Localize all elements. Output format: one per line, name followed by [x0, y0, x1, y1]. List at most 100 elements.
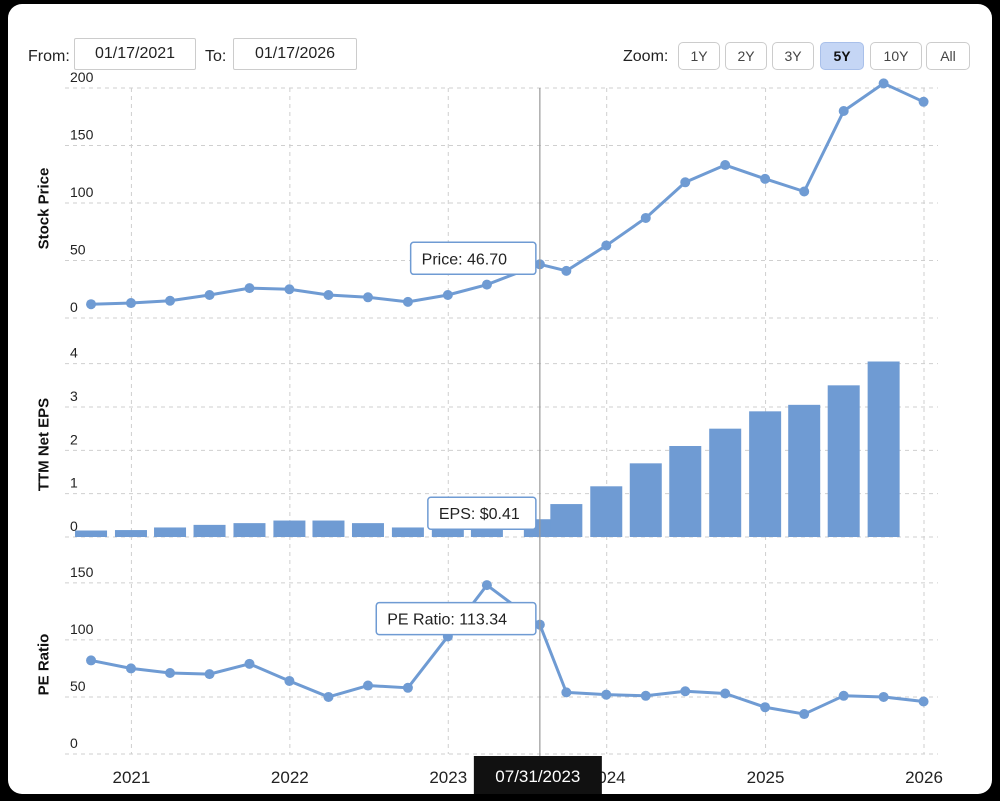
eps-bar — [391, 527, 424, 537]
data-point — [204, 290, 215, 300]
data-point — [284, 675, 295, 686]
x-tick-label: 2023 — [429, 768, 467, 787]
data-point — [323, 290, 334, 300]
data-point — [720, 160, 731, 171]
data-point — [323, 691, 334, 702]
eps-bar — [827, 385, 860, 537]
eps-bar — [154, 527, 187, 537]
crosshair-date-badge — [473, 756, 602, 794]
eps-bar — [351, 523, 384, 537]
y-tick-label: 200 — [70, 69, 94, 85]
y-tick-label: 0 — [70, 518, 78, 534]
data-point — [720, 688, 731, 699]
data-point — [165, 295, 176, 306]
x-tick-label: 2021 — [112, 768, 150, 787]
zoom-5y-button[interactable]: 5Y — [820, 42, 864, 70]
eps-bar — [233, 523, 266, 537]
data-point — [125, 298, 136, 309]
from-date-input[interactable]: 01/17/2021 — [74, 38, 196, 70]
eps-bar — [75, 530, 108, 537]
y-tick-label: 2 — [70, 431, 78, 447]
tooltip-label: PE Ratio: 113.34 — [387, 612, 507, 629]
zoom-2y-button[interactable]: 2Y — [725, 42, 767, 70]
chart-ttm-net-eps: 0 1 2 3 4 EPS: $0.41 — [65, 345, 938, 538]
y-tick-label: 4 — [70, 345, 78, 361]
to-label: To: — [205, 48, 227, 65]
data-point — [481, 580, 492, 591]
y-tick-label: 1 — [70, 475, 78, 491]
eps-bar — [273, 520, 306, 537]
eps-bar — [709, 428, 742, 537]
data-point — [402, 296, 413, 307]
data-point — [86, 299, 97, 310]
data-point — [601, 689, 612, 700]
tooltip-label: EPS: $0.41 — [439, 506, 520, 523]
y-tick-label: 150 — [70, 564, 94, 580]
y-tick-label: 3 — [70, 388, 78, 404]
y-tick-label: 50 — [70, 242, 86, 258]
data-point — [402, 682, 413, 693]
eps-bar — [629, 463, 662, 537]
tooltip-box — [427, 496, 537, 530]
data-point — [165, 667, 176, 678]
data-point — [125, 663, 136, 674]
tooltip-label: Price: 46.70 — [422, 251, 507, 268]
data-point — [680, 686, 691, 697]
chart-stock-price: 0 50 100 150 200 Price: 46.70 — [65, 69, 938, 319]
data-point — [362, 292, 373, 303]
data-point — [561, 687, 572, 698]
data-point — [680, 177, 691, 188]
data-point — [561, 265, 572, 276]
eps-bar — [669, 446, 702, 537]
eps-bar — [749, 411, 782, 537]
tooltip-box — [375, 601, 537, 636]
data-point — [284, 284, 295, 295]
data-point — [640, 690, 651, 701]
data-point — [878, 691, 889, 702]
eps-bar — [312, 520, 345, 537]
zoom-1y-button[interactable]: 1Y — [678, 42, 720, 70]
eps-bar — [193, 524, 226, 537]
tooltip-box — [409, 241, 537, 276]
data-point — [244, 283, 255, 294]
y-tick-label: 100 — [70, 184, 94, 200]
zoom-all-button[interactable]: All — [926, 42, 970, 70]
eps-bar — [867, 361, 900, 537]
y-tick-label: 0 — [70, 299, 78, 315]
data-point — [481, 279, 492, 290]
zoom-label: Zoom: — [623, 48, 669, 65]
data-point — [442, 290, 453, 300]
y-tick-label: 150 — [70, 127, 94, 143]
x-tick-label: 2022 — [271, 768, 309, 787]
from-label: From: — [28, 48, 70, 65]
data-point — [838, 690, 849, 701]
data-point — [760, 173, 771, 184]
chart-pe-ratio: 0 50 100 150 PE Ratio: 113.34 — [65, 564, 938, 755]
data-point — [918, 696, 929, 707]
data-point — [878, 78, 889, 89]
data-point — [918, 96, 929, 107]
y-tick-label: 100 — [70, 621, 94, 637]
eps-bar — [590, 486, 623, 537]
zoom-10y-button[interactable]: 10Y — [870, 42, 922, 70]
chart-panel: From: 01/17/2021 To: 01/17/2026 Zoom: 1Y… — [8, 4, 992, 794]
data-point — [799, 709, 810, 720]
x-tick-label: 2025 — [747, 768, 785, 787]
x-tick-label: 2026 — [905, 768, 943, 787]
data-point — [601, 240, 612, 251]
y-tick-label: 0 — [70, 735, 78, 751]
zoom-3y-button[interactable]: 3Y — [772, 42, 814, 70]
data-point — [799, 186, 810, 197]
y-tick-label: 50 — [70, 678, 86, 694]
eps-bar — [550, 504, 583, 537]
data-point — [204, 669, 215, 680]
to-date-input[interactable]: 01/17/2026 — [233, 38, 357, 70]
crosshair-date-label: 07/31/2023 — [495, 767, 580, 786]
data-point — [760, 702, 771, 713]
data-point — [838, 106, 849, 116]
eps-bar — [114, 530, 147, 537]
data-point — [86, 655, 97, 666]
eps-bar — [788, 404, 821, 537]
